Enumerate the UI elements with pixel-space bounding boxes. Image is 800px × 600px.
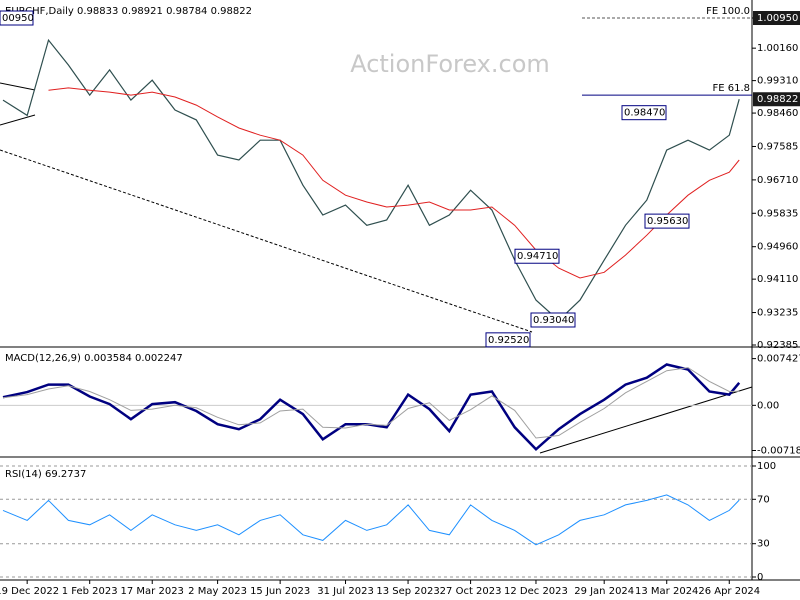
x-tick-label: 26 Apr 2024 xyxy=(698,586,760,597)
y-tick-label: 0.97585 xyxy=(757,141,798,152)
annotation-box xyxy=(514,248,560,264)
y-tick-label: 1.00950 xyxy=(757,13,798,24)
annotation-box xyxy=(644,213,690,229)
current-price-label: 0.98822 xyxy=(757,94,798,105)
y-tick-label: 0.95835 xyxy=(757,208,798,219)
panel-title: MACD(12,26,9) 0.003584 0.002247 xyxy=(5,353,183,364)
fe-label: FE 100.0 xyxy=(706,6,750,17)
x-tick-label: 13 Mar 2024 xyxy=(635,586,698,597)
y-tick-label: 0.99310 xyxy=(757,76,798,87)
x-tick-label: 29 Jan 2024 xyxy=(574,586,634,597)
annotation-box xyxy=(621,105,667,121)
price-highlight xyxy=(753,11,800,26)
x-tick-label: 1 Feb 2023 xyxy=(62,586,118,597)
y-tick-label: 100 xyxy=(757,461,776,472)
annotation-label: 00950 xyxy=(2,13,34,24)
series-line xyxy=(2,363,741,452)
x-tick-label: 19 Dec 2022 xyxy=(0,586,59,597)
annotation-box xyxy=(0,10,34,26)
y-tick-label: 0 xyxy=(757,572,763,583)
series-line xyxy=(2,494,740,546)
series-line xyxy=(48,87,740,279)
annotation-label: 0.98470 xyxy=(624,108,665,119)
trend-line xyxy=(0,114,36,126)
x-tick-label: 27 Oct 2023 xyxy=(440,586,502,597)
annotation-label: 0.92520 xyxy=(488,335,529,346)
y-tick-label: 0.92385 xyxy=(757,340,798,351)
y-tick-label: 0.98460 xyxy=(757,108,798,119)
annotation-box xyxy=(485,332,531,348)
x-tick-label: 17 Mar 2023 xyxy=(121,586,184,597)
y-tick-label: 0.94110 xyxy=(757,274,798,285)
x-tick-label: 31 Jul 2023 xyxy=(317,586,374,597)
panel-title: RSI(14) 69.2737 xyxy=(5,469,86,480)
y-tick-label: 30 xyxy=(757,539,770,550)
annotation-label: 0.94710 xyxy=(517,251,558,262)
y-tick-label: 0.007427 xyxy=(757,354,800,365)
y-tick-label: -0.007186 xyxy=(757,446,800,457)
y-tick-label: 0.94960 xyxy=(757,242,798,253)
y-tick-label: 0.93235 xyxy=(757,308,798,319)
x-tick-label: 15 Jun 2023 xyxy=(250,586,310,597)
annotation-label: 0.93040 xyxy=(533,315,574,326)
y-tick-label: 0.00 xyxy=(757,400,779,411)
y-tick-label: 1.00160 xyxy=(757,43,798,54)
x-tick-label: 13 Sep 2023 xyxy=(376,586,439,597)
fe-label: FE 61.8 xyxy=(712,83,750,94)
watermark: ActionForex.com xyxy=(350,50,550,78)
x-tick-label: 2 May 2023 xyxy=(188,586,247,597)
current-price-box xyxy=(753,92,800,107)
annotation-box xyxy=(530,312,576,328)
annotation-label: 0.95630 xyxy=(647,216,688,227)
x-tick-label: 12 Dec 2023 xyxy=(504,586,568,597)
series-line xyxy=(2,367,740,439)
macd-trend-line xyxy=(539,386,753,454)
panel-title: EURCHF,Daily 0.98833 0.98921 0.98784 0.9… xyxy=(5,6,252,17)
y-tick-label: 0.96710 xyxy=(757,175,798,186)
trend-line xyxy=(0,82,36,91)
y-tick-label: 70 xyxy=(757,494,770,505)
trend-line xyxy=(0,149,533,333)
